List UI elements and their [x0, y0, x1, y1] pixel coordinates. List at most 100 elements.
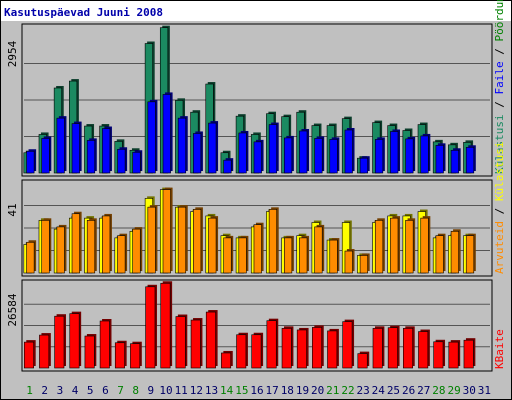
panel-bottom-bar-kbaite-day-22	[342, 319, 355, 369]
panel-middle-bar-arvuteid-day-19	[299, 235, 310, 274]
panel-middle-bar-arvuteid-day-11-face	[177, 206, 187, 274]
panel-bottom-max-label: 26584	[6, 293, 19, 326]
panel-top-bar-faile-day-15	[238, 130, 249, 174]
panel-top-bar-faile-day-26-face	[405, 138, 414, 174]
panel-bottom-bar-kbaite-day-10	[160, 281, 173, 369]
panel-top-bar-faile-day-18-face	[283, 137, 293, 174]
panel-top-bar-faile-day-28	[435, 143, 446, 174]
panel-top-bar-faile-day-23	[359, 156, 370, 174]
panel-bottom-bar-kbaite-day-18	[281, 326, 294, 369]
panel-middle-bar-arvuteid-day-7-face	[117, 235, 126, 274]
panel-top-bar-faile-day-7-face	[117, 148, 126, 174]
panel-middle-bar-arvuteid-day-14-face	[223, 237, 232, 274]
panel-top-bar-faile-day-27	[420, 133, 431, 174]
panel-bottom-bar-kbaite-day-29-face	[448, 341, 459, 369]
day-label-16: 16	[250, 384, 263, 397]
panel-bottom-bar-kbaite-day-20-face	[312, 327, 323, 369]
day-label-13: 13	[205, 384, 218, 397]
panel-middle-bar-arvuteid-day-7	[117, 233, 128, 274]
panel-middle-bar-arvuteid-day-1	[26, 240, 37, 274]
panel-bottom-bar-kbaite-day-19	[296, 327, 309, 369]
panel-top-bar-faile-day-2	[41, 136, 52, 174]
panel-bottom-bar-kbaite-day-2	[39, 333, 51, 369]
panel-top-bar-faile-day-12	[193, 131, 203, 174]
panel-bottom-bar-kbaite-day-17	[266, 318, 279, 369]
panel-bottom-bar-kbaite-day-25-face	[387, 327, 398, 369]
panel-bottom-bar-kbaite-day-21-face	[327, 330, 338, 369]
panel-bottom-bar-kbaite-day-23-face	[357, 353, 368, 369]
panel-top-bar-faile-day-19-face	[299, 130, 308, 174]
panel-top-bar-faile-day-25-face	[390, 131, 399, 174]
day-label-21: 21	[326, 384, 339, 397]
panel-middle: 41 Arvuteid / Külastusi	[6, 142, 506, 277]
day-axis: 1 2 3 4 5 6 7 8 9 10 11 12 13 14 15 16 17 18 19 20 21 22 23 24 2…	[26, 384, 491, 397]
panel-bottom-bar-kbaite-day-5	[84, 334, 97, 369]
panel-middle-bar-arvuteid-day-13-face	[208, 217, 217, 274]
panel-top-bar-faile-day-10	[162, 92, 173, 174]
panel-top-bar-faile-day-17	[268, 122, 279, 174]
panel-top-bar-faile-day-22	[344, 128, 355, 174]
panel-top-bar-faile-day-20-face	[314, 138, 323, 174]
panel-bottom-bar-kbaite-day-16	[251, 332, 264, 369]
panel-middle-bar-arvuteid-day-8-face	[132, 228, 141, 274]
day-label-12: 12	[190, 384, 203, 397]
day-label-18: 18	[281, 384, 294, 397]
day-label-14: 14	[220, 384, 234, 397]
panel-top-bar-faile-day-18	[283, 135, 294, 174]
panel-top-bar-faile-day-10-face	[162, 94, 171, 174]
panel-middle-bar-arvuteid-day-24	[374, 218, 385, 274]
panel-top-bar-faile-day-14-face	[223, 159, 232, 174]
panel-bottom-bar-kbaite-day-30-face	[463, 339, 474, 369]
day-label-28: 28	[432, 384, 445, 397]
panel-middle-bar-arvuteid-day-9-face	[147, 206, 156, 274]
day-label-6: 6	[102, 384, 109, 397]
panel-top-bar-faile-day-19	[299, 128, 310, 174]
panel-top-bar-faile-day-21-face	[329, 139, 338, 174]
panel-middle-bar-arvuteid-day-8	[132, 227, 143, 274]
panel-middle-bar-arvuteid-day-1-face	[26, 241, 35, 274]
panel-middle-bar-arvuteid-day-28	[435, 233, 446, 274]
panel-middle-max-label: 41	[6, 203, 19, 216]
day-label-17: 17	[266, 384, 279, 397]
day-label-29: 29	[447, 384, 460, 397]
day-label-3: 3	[57, 384, 64, 397]
panel-top-bar-faile-day-8	[132, 150, 143, 174]
panel-top-bar-faile-day-11-face	[177, 117, 187, 174]
panel-middle-bar-arvuteid-day-11	[177, 205, 188, 274]
panel-middle-bar-arvuteid-day-21-face	[329, 239, 338, 274]
panel-top-bar-faile-day-25	[390, 129, 400, 174]
day-label-23: 23	[357, 384, 370, 397]
panel-bottom-bar-kbaite-day-22-face	[342, 321, 353, 369]
panel-top-bar-faile-day-30-face	[465, 146, 475, 174]
panel-middle-bar-arvuteid-day-30-face	[465, 235, 475, 274]
panel-top-bar-faile-day-6	[102, 126, 112, 174]
panel-middle-bar-arvuteid-day-16	[253, 222, 264, 274]
panel-middle-bar-arvuteid-day-3	[56, 224, 67, 274]
panel-bottom-bar-kbaite-day-29	[448, 340, 461, 369]
panel-top-bar-faile-day-9	[147, 99, 158, 174]
panel-top-bar-faile-day-24	[374, 137, 385, 174]
title-strip	[1, 1, 511, 21]
panel-middle-bar-arvuteid-day-18-face	[283, 237, 293, 274]
panel-top-max-label: 2954	[6, 40, 19, 67]
panel-middle-bar-arvuteid-day-19-face	[299, 237, 308, 274]
panel-bottom-bar-kbaite-day-5-face	[84, 335, 95, 369]
panel-middle-bar-arvuteid-day-10-face	[162, 189, 171, 274]
panel-bottom-bar-kbaite-day-4-face	[69, 313, 80, 369]
panel-bottom-bar-kbaite-day-16-face	[251, 334, 262, 369]
panel-top-bar-faile-day-20	[314, 136, 325, 174]
panel-middle-bar-arvuteid-day-15-face	[238, 237, 247, 274]
panel-top-bar-faile-day-21	[329, 137, 340, 174]
panel-middle-bar-arvuteid-day-2	[41, 218, 52, 274]
panel-middle-bar-arvuteid-day-17	[268, 207, 279, 274]
panel-top-bar-faile-day-28-face	[435, 145, 444, 174]
panel-bottom-bar-kbaite-day-13-face	[205, 311, 216, 369]
panel-bottom-bar-kbaite-day-7	[114, 340, 127, 369]
panel-top-bar-faile-day-12-face	[193, 133, 202, 174]
panel-bottom-bar-kbaite-day-3	[54, 314, 66, 369]
panel-bottom-bar-kbaite-day-28	[433, 339, 446, 369]
day-label-24: 24	[372, 384, 386, 397]
panel-middle-bar-arvuteid-day-20	[314, 224, 325, 274]
day-label-5: 5	[87, 384, 94, 397]
